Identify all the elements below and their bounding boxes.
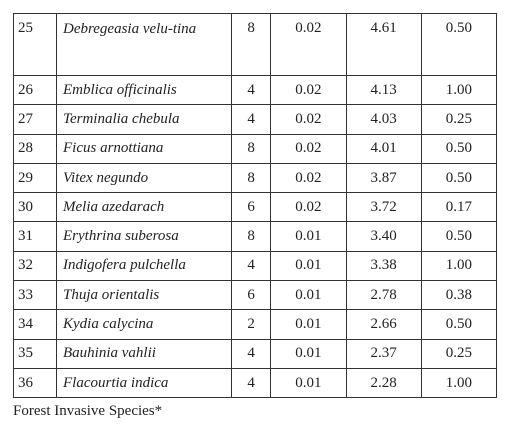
- species-name: Terminalia chebula: [56, 104, 232, 135]
- row-number: 34: [13, 309, 57, 340]
- frequency: 0.02: [270, 162, 347, 194]
- ratio: 0.38: [420, 280, 498, 311]
- frequency: 0.01: [270, 280, 347, 311]
- table-row: 34 Kydia calycina 2 0.01 2.66 0.50: [13, 309, 498, 340]
- count: 4: [230, 338, 272, 369]
- value: 2.78: [345, 280, 422, 311]
- value: 2.66: [345, 309, 422, 340]
- frequency: 0.02: [270, 13, 347, 76]
- species-name: Vitex negundo: [56, 162, 232, 194]
- count: 4: [230, 74, 272, 106]
- frequency: 0.02: [270, 104, 347, 135]
- value: 3.38: [345, 250, 422, 282]
- value: 3.87: [345, 162, 422, 194]
- row-number: 26: [13, 74, 57, 106]
- count: 8: [230, 221, 272, 252]
- table-row: 33 Thuja orientalis 6 0.01 2.78 0.38: [13, 280, 498, 311]
- ratio: 0.25: [420, 338, 498, 369]
- table-row: 30 Melia azedarach 6 0.02 3.72 0.17: [13, 192, 498, 223]
- count: 8: [230, 13, 272, 76]
- count: 4: [230, 367, 272, 399]
- ratio: 0.25: [420, 104, 498, 135]
- frequency: 0.01: [270, 309, 347, 340]
- value: 4.03: [345, 104, 422, 135]
- species-name: Ficus arnottiana: [56, 133, 232, 164]
- count: 4: [230, 250, 272, 282]
- footer-text: Forest Invasive Species*: [13, 403, 163, 419]
- table-row: 26 Emblica officinalis 4 0.02 4.13 1.00: [13, 74, 498, 106]
- frequency: 0.01: [270, 338, 347, 369]
- row-number: 31: [13, 221, 57, 252]
- ratio: 1.00: [420, 367, 498, 399]
- row-number: 29: [13, 162, 57, 194]
- value: 4.13: [345, 74, 422, 106]
- species-name: Thuja orientalis: [56, 280, 232, 311]
- table-row: 35 Bauhinia vahlii 4 0.01 2.37 0.25: [13, 338, 498, 369]
- species-name: Debregeasia velu-tina: [56, 13, 232, 76]
- value: 2.37: [345, 338, 422, 369]
- ratio: 0.50: [420, 221, 498, 252]
- value: 4.61: [345, 13, 422, 76]
- row-number: 35: [13, 338, 57, 369]
- frequency: 0.02: [270, 133, 347, 164]
- table-row: 31 Erythrina suberosa 8 0.01 3.40 0.50: [13, 221, 498, 252]
- ratio: 0.50: [420, 13, 498, 76]
- table-row: 27 Terminalia chebula 4 0.02 4.03 0.25: [13, 104, 498, 135]
- table-row: 25 Debregeasia velu-tina 8 0.02 4.61 0.50: [13, 13, 498, 76]
- table-row: 32 Indigofera pulchella 4 0.01 3.38 1.00: [13, 250, 498, 282]
- species-name: Melia azedarach: [56, 192, 232, 223]
- row-number: 27: [13, 104, 57, 135]
- row-number: 28: [13, 133, 57, 164]
- row-number: 36: [13, 367, 57, 399]
- ratio: 0.50: [420, 133, 498, 164]
- row-number: 30: [13, 192, 57, 223]
- value: 3.40: [345, 221, 422, 252]
- row-number: 25: [13, 13, 57, 76]
- frequency: 0.02: [270, 74, 347, 106]
- value: 3.72: [345, 192, 422, 223]
- count: 2: [230, 309, 272, 340]
- frequency: 0.02: [270, 192, 347, 223]
- ratio: 0.50: [420, 162, 498, 194]
- species-name: Erythrina suberosa: [56, 221, 232, 252]
- table-row: 29 Vitex negundo 8 0.02 3.87 0.50: [13, 162, 498, 194]
- ratio: 0.17: [420, 192, 498, 223]
- species-name: Bauhinia vahlii: [56, 338, 232, 369]
- count: 8: [230, 133, 272, 164]
- row-number: 32: [13, 250, 57, 282]
- value: 4.01: [345, 133, 422, 164]
- species-table: 25 Debregeasia velu-tina 8 0.02 4.61 0.50 26 Em…: [13, 13, 498, 399]
- table-row: 36 Flacourtia indica 4 0.01 2.28 1.00: [13, 367, 498, 399]
- species-name: Flacourtia indica: [56, 367, 232, 399]
- value: 2.28: [345, 367, 422, 399]
- species-name: Indigofera pulchella: [56, 250, 232, 282]
- species-name: Kydia calycina: [56, 309, 232, 340]
- count: 6: [230, 192, 272, 223]
- frequency: 0.01: [270, 221, 347, 252]
- ratio: 1.00: [420, 74, 498, 106]
- ratio: 1.00: [420, 250, 498, 282]
- ratio: 0.50: [420, 309, 498, 340]
- frequency: 0.01: [270, 367, 347, 399]
- frequency: 0.01: [270, 250, 347, 282]
- row-number: 33: [13, 280, 57, 311]
- species-name: Emblica officinalis: [56, 74, 232, 106]
- count: 6: [230, 280, 272, 311]
- table-row: 28 Ficus arnottiana 8 0.02 4.01 0.50: [13, 133, 498, 164]
- count: 4: [230, 104, 272, 135]
- count: 8: [230, 162, 272, 194]
